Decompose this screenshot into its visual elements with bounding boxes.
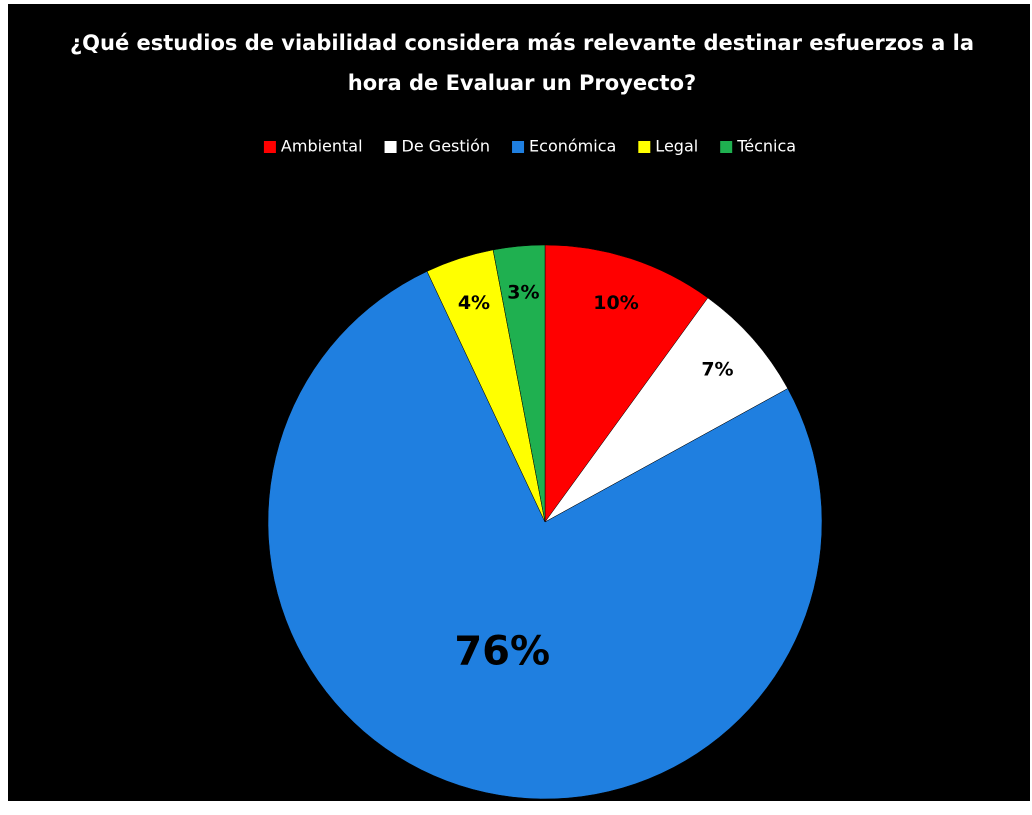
pie-slice — [492, 244, 546, 523]
legend: Ambiental De Gestión Económica Legal Técnica — [263, 137, 796, 156]
legend-swatch — [263, 141, 276, 153]
pie-slice — [544, 244, 709, 523]
legend-label: Técnica — [736, 137, 796, 156]
data-label: 76% — [454, 629, 550, 675]
data-label: 7% — [701, 358, 733, 380]
data-label: 10% — [593, 292, 638, 314]
pie-slice — [544, 297, 789, 523]
data-label: 3% — [507, 282, 539, 304]
legend-label: De Gestión — [402, 137, 490, 156]
legend-swatch — [720, 141, 733, 153]
pie-slice — [267, 271, 823, 800]
legend-swatch — [384, 141, 397, 153]
legend-swatch — [512, 141, 525, 153]
legend-label: Económica — [529, 137, 616, 156]
chart-title-line: ¿Qué estudios de viabilidad considera má… — [70, 31, 974, 55]
legend-label: Legal — [655, 137, 698, 156]
legend-label: Ambiental — [281, 137, 363, 156]
data-label: 4% — [458, 292, 490, 314]
chart-title-line: hora de Evaluar un Proyecto? — [348, 71, 696, 95]
legend-swatch — [638, 141, 651, 153]
